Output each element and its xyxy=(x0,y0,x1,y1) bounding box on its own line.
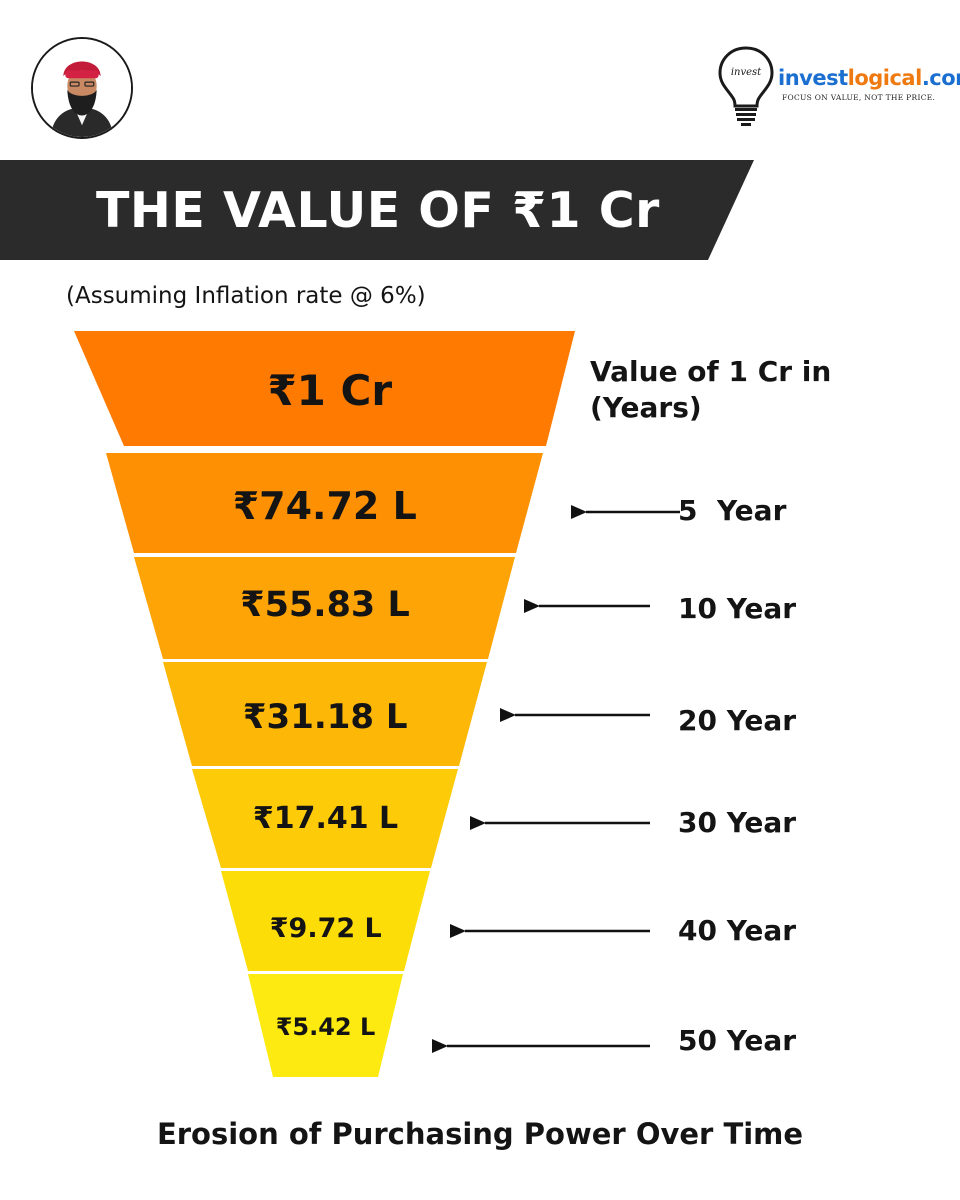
funnel-segment xyxy=(163,662,487,766)
funnel-value-label: ₹5.42 L xyxy=(275,1013,376,1041)
title-banner: THE VALUE OF ₹1 Cr xyxy=(0,160,760,260)
banner-background xyxy=(0,160,754,260)
funnel-value-label: ₹9.72 L xyxy=(269,913,382,944)
funnel-value-label: ₹17.41 L xyxy=(252,801,399,836)
brand-part-invest: invest xyxy=(778,66,848,90)
funnel-segment xyxy=(221,871,430,971)
funnel-segment xyxy=(192,769,458,868)
legend-heading: Value of 1 Cr in (Years) xyxy=(590,354,831,426)
lightbulb-icon: invest xyxy=(718,46,774,126)
year-label: 40 Year xyxy=(678,914,797,947)
funnel-segment xyxy=(248,974,403,1077)
assumption-note: (Assuming Inflation rate @ 6%) xyxy=(66,283,426,309)
year-label: 20 Year xyxy=(678,704,797,737)
year-label: 30 Year xyxy=(678,806,797,839)
funnel-value-label: ₹74.72 L xyxy=(232,484,417,528)
brand-name: investlogical.com xyxy=(778,66,960,90)
person-avatar-icon xyxy=(33,39,131,137)
funnel-segment xyxy=(74,331,575,446)
funnel-value-label: ₹31.18 L xyxy=(242,697,408,737)
brand-logo: invest investlogical.com FOCUS ON VALUE,… xyxy=(716,44,960,130)
funnel-value-label: ₹55.83 L xyxy=(240,585,410,625)
year-label: 50 Year xyxy=(678,1024,797,1057)
funnel-segment xyxy=(106,453,543,553)
funnel-value-label: ₹1 Cr xyxy=(267,366,393,415)
legend-heading-line1: Value of 1 Cr in xyxy=(590,355,832,388)
legend-heading-line2: (Years) xyxy=(590,391,702,424)
brand-part-com: .com xyxy=(921,66,960,90)
page-title: THE VALUE OF ₹1 Cr xyxy=(96,182,660,239)
year-label: 5 Year xyxy=(678,494,787,527)
year-label: 10 Year xyxy=(678,592,797,625)
bulb-text: invest xyxy=(731,67,762,78)
author-avatar xyxy=(31,37,133,139)
funnel-segment xyxy=(134,557,515,659)
brand-part-logical: logical xyxy=(847,66,923,90)
footer-caption: Erosion of Purchasing Power Over Time xyxy=(156,1117,804,1151)
brand-tagline: FOCUS ON VALUE, NOT THE PRICE. xyxy=(782,93,936,102)
